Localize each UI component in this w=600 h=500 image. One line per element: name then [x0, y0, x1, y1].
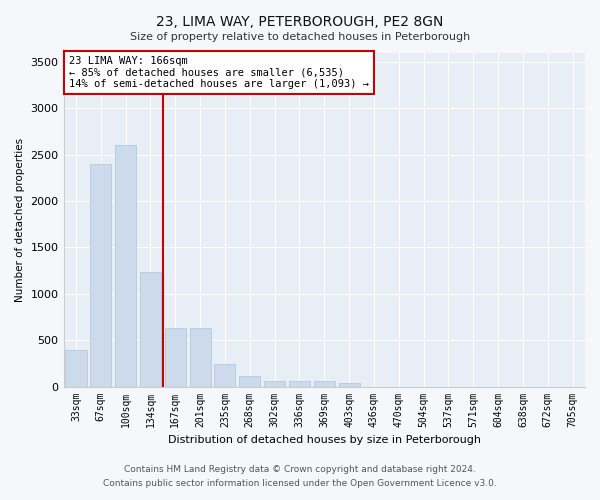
Y-axis label: Number of detached properties: Number of detached properties [15, 138, 25, 302]
Bar [115, 146, 136, 386]
X-axis label: Distribution of detached houses by size in Peterborough: Distribution of detached houses by size … [168, 435, 481, 445]
Text: 23 LIMA WAY: 166sqm
← 85% of detached houses are smaller (6,535)
14% of semi-det: 23 LIMA WAY: 166sqm ← 85% of detached ho… [69, 56, 369, 89]
Bar [65, 350, 86, 386]
Bar [314, 382, 335, 386]
Bar [264, 380, 285, 386]
Bar [338, 383, 359, 386]
Text: Size of property relative to detached houses in Peterborough: Size of property relative to detached ho… [130, 32, 470, 42]
Bar [214, 364, 235, 386]
Text: 23, LIMA WAY, PETERBOROUGH, PE2 8GN: 23, LIMA WAY, PETERBOROUGH, PE2 8GN [157, 15, 443, 29]
Bar [190, 328, 211, 386]
Bar [90, 164, 112, 386]
Bar [289, 382, 310, 386]
Bar [165, 328, 186, 386]
Bar [239, 376, 260, 386]
Bar [140, 272, 161, 386]
Text: Contains HM Land Registry data © Crown copyright and database right 2024.
Contai: Contains HM Land Registry data © Crown c… [103, 466, 497, 487]
